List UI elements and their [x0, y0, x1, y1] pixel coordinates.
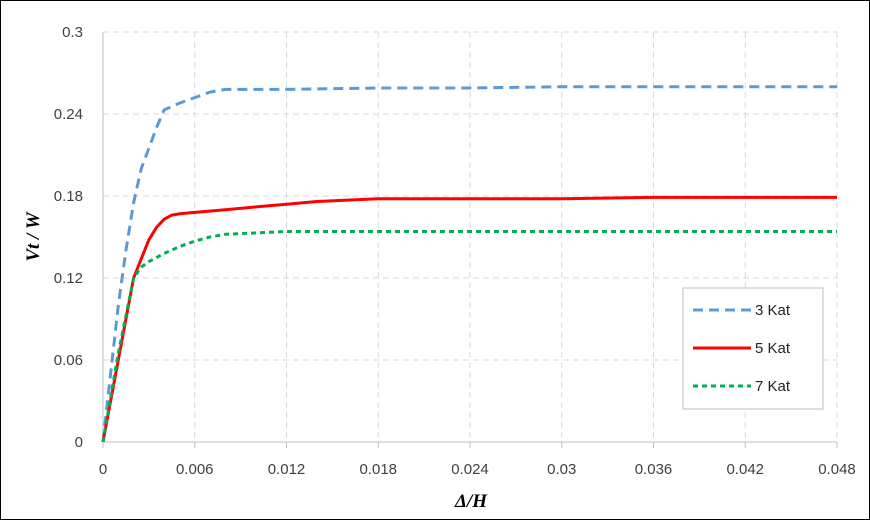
y-tick-label: 0.12 — [54, 270, 83, 287]
axes — [102, 32, 838, 448]
y-tick-label: 0.24 — [54, 106, 83, 123]
x-tick-label: 0.03 — [547, 461, 576, 478]
legend-label: 7 Kat — [755, 378, 791, 395]
x-tick-label: 0.018 — [359, 461, 397, 478]
tick-labels: 0 0.006 0.012 0.018 0.024 0.03 0.036 0.042 0.048… — [54, 24, 856, 478]
x-tick-label: 0 — [99, 461, 107, 478]
y-tick-label: 0 — [75, 434, 83, 451]
x-tick-label: 0.042 — [726, 461, 764, 478]
y-tick-label: 0.06 — [54, 352, 83, 369]
series-lines — [101, 85, 837, 443]
legend-label: 3 Kat — [755, 302, 791, 319]
x-tick-label: 0.048 — [818, 461, 856, 478]
legend: 3 Kat 5 Kat 7 Kat — [682, 287, 824, 410]
x-axis-title: Δ/H — [454, 491, 488, 512]
legend-label: 5 Kat — [755, 340, 791, 357]
y-tick-label: 0.18 — [54, 188, 83, 205]
series-line-5-kat — [101, 195, 837, 443]
y-axis-title: Vt / W — [23, 211, 44, 261]
x-tick-label: 0.006 — [176, 461, 214, 478]
series-line-7-kat — [101, 230, 837, 443]
y-tick-label: 0.3 — [62, 24, 83, 41]
x-tick-label: 0.024 — [451, 461, 489, 478]
x-tick-label: 0.036 — [635, 461, 673, 478]
x-tick-label: 0.012 — [268, 461, 306, 478]
series-line-3-kat — [101, 85, 837, 443]
